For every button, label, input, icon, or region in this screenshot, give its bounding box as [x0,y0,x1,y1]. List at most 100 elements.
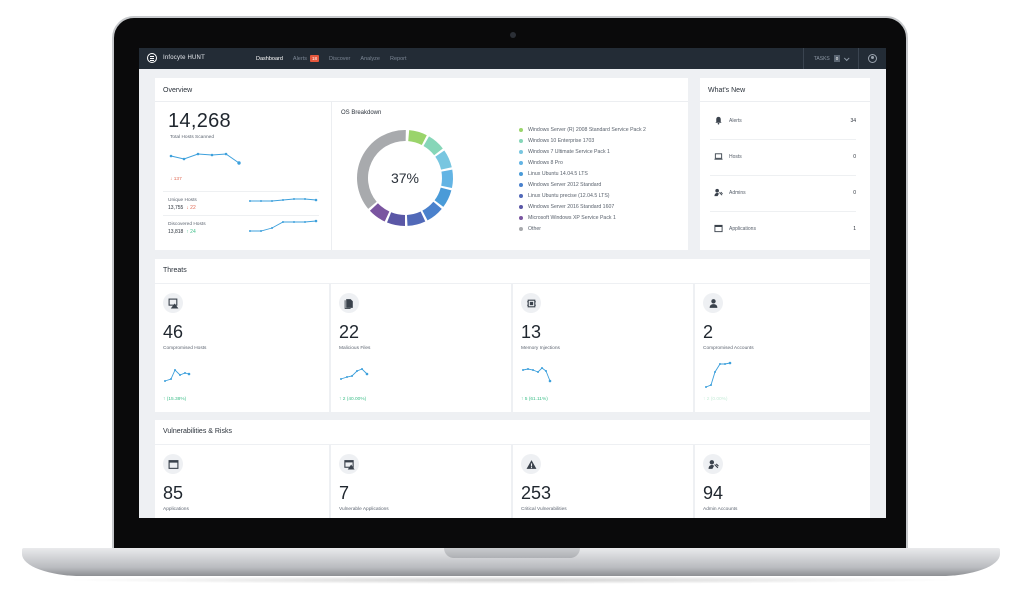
user-account-icon[interactable] [868,54,877,63]
nav-discover-label: Discover [329,55,351,62]
compromised-hosts-sparkline [164,369,191,382]
spark-point [170,378,172,380]
total-hosts-value: 14,268 [168,110,231,132]
donut-segment[interactable] [369,203,390,222]
whats-new-alerts-row[interactable]: Alerts 34 [710,104,856,140]
malicious-files-sparkline [340,368,369,380]
donut-segment[interactable] [434,187,452,207]
donut-segment[interactable] [408,130,427,146]
user-icon-wrap [703,293,723,313]
malicious-files-tile[interactable]: 22 Malicious Files ↑ 2 (40.00%) [331,284,511,412]
spark-point [356,370,358,372]
critical-vulnerabilities-label: Critical Vulnerabilities [521,507,567,512]
os-legend-label: Windows 8 Pro [528,159,563,166]
donut-segment[interactable] [357,130,406,209]
whats-new-hosts-row[interactable]: Hosts 0 [710,140,856,176]
laptop-icon [714,153,723,160]
os-legend-item[interactable]: Windows Server 2016 Standard 1607 [519,202,646,213]
os-legend-item[interactable]: Windows 8 Pro [519,157,646,168]
nav-dashboard[interactable]: Dashboard [256,56,283,62]
spark-point [304,198,306,200]
window-icon-wrap [163,454,183,474]
warning-icon-wrap [521,454,541,474]
spark-point [361,368,363,370]
laptop-shadow [60,576,962,584]
memory-injections-tile[interactable]: 13 Memory Injections ↑ 5 (61.11%) [513,284,693,412]
total-hosts-label: Total Hosts Scanned [170,135,214,140]
spark-point [164,380,166,382]
nav-report[interactable]: Report [390,56,407,62]
os-legend-label: Linux Ubuntu 14.04.5 LTS [528,170,588,177]
critical-vulnerabilities-tile[interactable]: 253 Critical Vulnerabilities [513,445,693,518]
os-legend-item[interactable]: Microsoft Windows XP Service Pack 1 [519,213,646,224]
os-donut-svg [357,130,453,226]
spark-point [237,161,241,165]
os-legend-item[interactable]: Windows Server (R) 2008 Standard Service… [519,124,646,135]
spark-point [527,368,529,370]
donut-segment[interactable] [435,150,452,170]
os-legend-item[interactable]: Linux Ubuntu precise (12.04.5 LTS) [519,191,646,202]
os-legend-item[interactable]: Windows 10 Enterprise 1703 [519,135,646,146]
vulnerable-applications-value: 7 [339,483,350,503]
os-donut-center-value: 37% [390,170,420,186]
compromised-accounts-tile[interactable]: 2 Compromised Accounts ↑ 2 (0.00%) [695,284,870,412]
spark-point [728,361,732,365]
spark-point [705,386,707,388]
chevron-down-icon [844,54,850,61]
spark-point [314,219,318,223]
os-legend-label: Microsoft Windows XP Service Pack 1 [528,215,616,222]
discovered-hosts-label: Discovered Hosts [168,222,206,227]
spark-point [522,369,524,371]
donut-segment[interactable] [423,136,443,156]
applications-tile[interactable]: 85 Applications [155,445,329,518]
whats-new-title: What's New [708,87,746,94]
threats-title: Threats [163,267,187,274]
nav-analyze[interactable]: Analyze [360,56,380,62]
nav-discover[interactable]: Discover [329,56,350,62]
unique-hosts-stat: 13,755 ↓ 22 [168,205,196,211]
whats-new-admins-row[interactable]: Admins 0 [710,176,856,212]
brand[interactable]: Infocyte HUNT [147,53,205,63]
admin-accounts-value: 94 [703,483,724,503]
donut-segment[interactable] [441,169,453,188]
spark-point [314,198,318,202]
whats-new-admins-label: Admins [729,190,746,196]
discovered-hosts-value: 13,818 [168,229,184,235]
whats-new-applications-label: Applications [729,226,756,232]
spark-point [340,378,342,380]
applications-label: Applications [163,507,189,512]
admin-accounts-tile[interactable]: 94 Admin Accounts [695,445,870,518]
os-legend-item[interactable]: Windows Server 2012 Standard [519,179,646,190]
admin-icon [708,459,719,469]
applications-value: 85 [163,483,184,503]
compromised-hosts-delta: ↑ (15.38%) [163,397,187,402]
legend-dot-icon [519,216,523,221]
os-legend-item[interactable]: Other [519,224,646,235]
vulnerable-applications-tile[interactable]: 7 Vulnerable Applications [331,445,511,518]
spark-point [719,363,721,365]
compromised-hosts-tile[interactable]: 46 Compromised Hosts ↑ (15.38%) [155,284,329,412]
whats-new-alerts-value: 34 [850,118,856,124]
chip-icon [526,299,536,307]
donut-segment[interactable] [422,201,442,221]
nav-dashboard-label: Dashboard [256,55,283,62]
malicious-files-label: Malicious Files [339,346,371,351]
spark-point [282,221,284,223]
donut-segment[interactable] [387,212,405,226]
window-icon [168,459,178,469]
malicious-files-value: 22 [339,322,360,342]
vulnerabilities-header: Vulnerabilities & Risks [155,420,870,444]
nav-alerts[interactable]: Alerts 18 [293,55,319,62]
os-legend-item[interactable]: Windows 7 Ultimate Service Pack 1 [519,146,646,157]
donut-segment[interactable] [406,211,426,226]
whats-new-hosts-label: Hosts [729,154,742,160]
spark-point [710,384,712,386]
malicious-files-delta: ↑ 2 (40.00%) [339,397,367,402]
whats-new-applications-row[interactable]: Applications 1 [710,212,856,248]
os-legend-item[interactable]: Linux Ubuntu 14.04.5 LTS [519,168,646,179]
os-donut-chart: 37% [355,128,455,228]
alerts-count-badge: 18 [309,55,319,62]
whats-new-card: What's New Alerts 34 Hosts 0 Admins 0 Ap… [700,78,870,250]
tasks-dropdown[interactable]: TASKS 0 [803,48,859,69]
whats-new-admins-value: 0 [853,190,856,196]
